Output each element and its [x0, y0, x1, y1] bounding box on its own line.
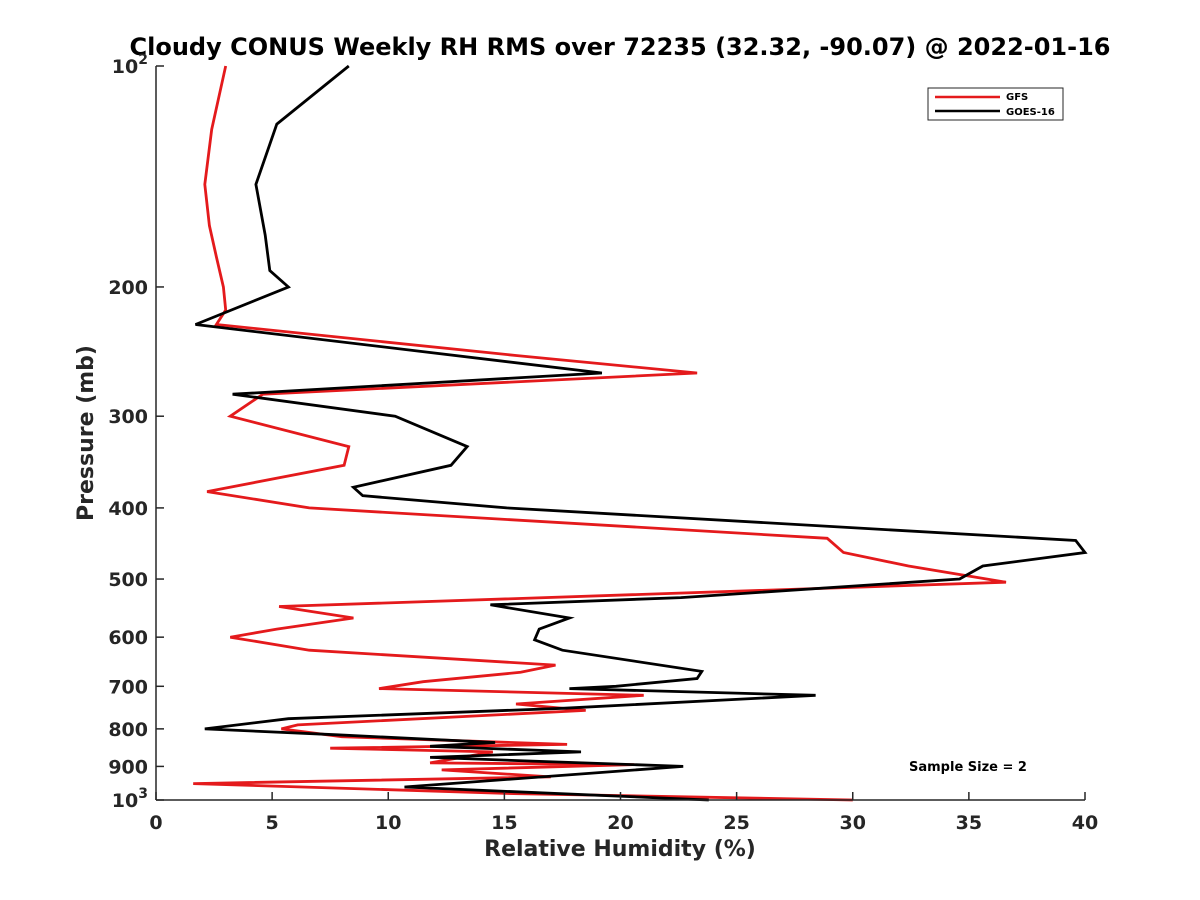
chart-title: Cloudy CONUS Weekly RH RMS over 72235 (3…: [130, 33, 1111, 61]
sample-size-annotation: Sample Size = 2: [909, 760, 1027, 775]
x-tick-label: 40: [1072, 812, 1098, 834]
y-tick-label: 102: [112, 52, 148, 78]
legend-box: [927, 87, 1064, 121]
legend-label-goes16: GOES-16: [1006, 107, 1055, 118]
plot-background: [156, 66, 1085, 800]
y-tick-label: 600: [108, 627, 148, 649]
x-tick-label: 20: [607, 812, 633, 834]
y-tick-label: 500: [108, 569, 148, 591]
legend-label-gfs: GFS: [1006, 92, 1028, 103]
y-tick-label: 103: [112, 786, 148, 812]
legend: GFS GOES-16: [927, 87, 1064, 121]
series-line-gfs: [193, 65, 1007, 802]
x-tick-label: 0: [149, 812, 162, 834]
series-line-goes-16: [194, 64, 1088, 802]
x-axis-label: Relative Humidity (%): [484, 837, 756, 862]
x-tick-label: 25: [723, 812, 749, 834]
y-axis-label: Pressure (mb): [74, 345, 99, 521]
plot-area: [156, 66, 1085, 800]
x-ticks: 0 5 10 15 20 25 30 35 40: [149, 792, 1098, 834]
y-tick-label: 900: [108, 756, 148, 778]
x-tick-label: 5: [266, 812, 279, 834]
y-tick-label: 700: [108, 676, 148, 698]
x-tick-label: 15: [491, 812, 517, 834]
y-tick-label: 200: [108, 277, 148, 299]
x-tick-label: 35: [956, 812, 982, 834]
x-tick-label: 10: [375, 812, 401, 834]
x-tick-label: 30: [840, 812, 866, 834]
series-layer: [193, 64, 1088, 802]
y-ticks: 102 200 300 400 500 600 700 800 900 103: [108, 52, 164, 812]
y-tick-label: 800: [108, 719, 148, 741]
y-tick-label: 300: [108, 406, 148, 428]
y-tick-label: 400: [108, 498, 148, 520]
